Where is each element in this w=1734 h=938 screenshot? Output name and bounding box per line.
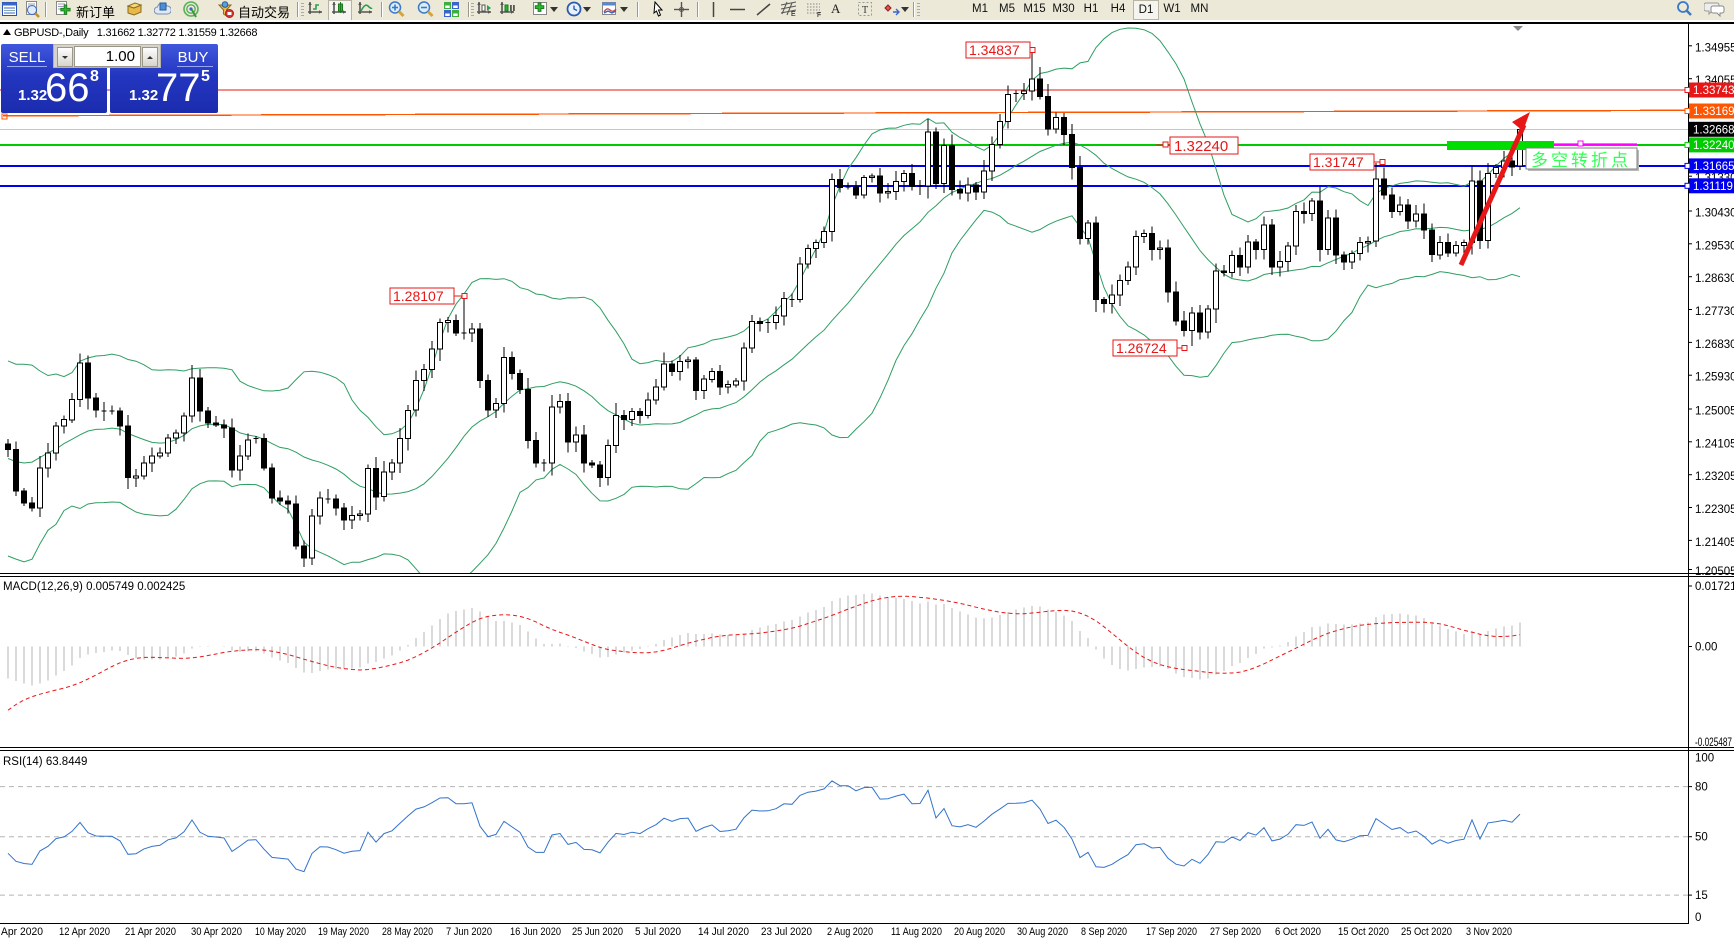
svg-text:19 May 2020: 19 May 2020 (318, 926, 369, 938)
svg-text:1.29530: 1.29530 (1695, 240, 1734, 252)
svg-text:25 Oct 2020: 25 Oct 2020 (1401, 926, 1452, 938)
svg-text:1.34837: 1.34837 (969, 42, 1020, 58)
svg-text:21 Apr 2020: 21 Apr 2020 (125, 926, 176, 938)
svg-text:1.32668: 1.32668 (1693, 124, 1734, 136)
svg-text:50: 50 (1695, 832, 1708, 844)
svg-text:1.28107: 1.28107 (393, 288, 444, 304)
svg-text:20 Aug 2020: 20 Aug 2020 (954, 926, 1005, 938)
svg-text:1.23205: 1.23205 (1695, 471, 1734, 483)
svg-text:10 May 2020: 10 May 2020 (255, 926, 306, 938)
svg-text:6 Oct 2020: 6 Oct 2020 (1275, 926, 1321, 938)
svg-text:1.33169: 1.33169 (1693, 106, 1734, 118)
svg-text:30 Apr 2020: 30 Apr 2020 (191, 926, 242, 938)
svg-text:F: F (817, 12, 821, 18)
svg-text:E: E (791, 11, 796, 18)
svg-text:27 Sep 2020: 27 Sep 2020 (1210, 926, 1261, 938)
svg-text:1.33743: 1.33743 (1693, 85, 1734, 97)
svg-text:1.27730: 1.27730 (1695, 306, 1734, 318)
svg-text:15 Oct 2020: 15 Oct 2020 (1338, 926, 1389, 938)
svg-text:1.25005: 1.25005 (1695, 406, 1734, 418)
svg-text:100: 100 (1695, 753, 1714, 765)
svg-text:8 Sep 2020: 8 Sep 2020 (1081, 926, 1127, 938)
svg-text:0.01721: 0.01721 (1695, 581, 1734, 593)
svg-text:0.00: 0.00 (1695, 642, 1717, 654)
svg-text:23 Jul 2020: 23 Jul 2020 (761, 926, 812, 938)
svg-text:多空转折点: 多空转折点 (1531, 151, 1631, 170)
svg-text:1.28630: 1.28630 (1695, 273, 1734, 285)
svg-text:MACD(12,26,9) 0.005749 0.00242: MACD(12,26,9) 0.005749 0.002425 (3, 581, 185, 593)
svg-text:3 Nov 2020: 3 Nov 2020 (1466, 926, 1512, 938)
svg-text:1.20505: 1.20505 (1695, 566, 1734, 578)
svg-text:1.31747: 1.31747 (1313, 154, 1364, 170)
svg-text:1.22305: 1.22305 (1695, 504, 1734, 516)
svg-text:1.32240: 1.32240 (1693, 140, 1734, 152)
svg-text:5 Jul 2020: 5 Jul 2020 (635, 926, 681, 938)
svg-text:-0.025487: -0.025487 (1695, 737, 1732, 749)
svg-text:T: T (862, 5, 868, 16)
svg-text:1.21405: 1.21405 (1695, 537, 1734, 549)
svg-text:7 Jun 2020: 7 Jun 2020 (446, 926, 492, 938)
svg-text:80: 80 (1695, 782, 1708, 794)
svg-text:16 Jun 2020: 16 Jun 2020 (510, 926, 561, 938)
svg-text:1.24105: 1.24105 (1695, 438, 1734, 450)
svg-text:1.26724: 1.26724 (1116, 340, 1167, 356)
svg-text:1.34955: 1.34955 (1695, 42, 1734, 54)
svg-text:1.31665: 1.31665 (1693, 161, 1734, 173)
svg-text:RSI(14) 63.8449: RSI(14) 63.8449 (3, 756, 87, 768)
svg-text:0: 0 (1695, 912, 1701, 924)
svg-text:1.25930: 1.25930 (1695, 372, 1734, 384)
svg-text:1.30430: 1.30430 (1695, 208, 1734, 220)
svg-text:11 Aug 2020: 11 Aug 2020 (891, 926, 942, 938)
svg-text:2 Aug 2020: 2 Aug 2020 (827, 926, 873, 938)
svg-text:1.31119: 1.31119 (1693, 181, 1733, 193)
svg-text:17 Sep 2020: 17 Sep 2020 (1146, 926, 1197, 938)
svg-text:12 Apr 2020: 12 Apr 2020 (59, 926, 110, 938)
svg-text:28 May 2020: 28 May 2020 (382, 926, 433, 938)
svg-text:14 Jul 2020: 14 Jul 2020 (698, 926, 749, 938)
svg-text:15: 15 (1695, 890, 1708, 902)
svg-text:1.26830: 1.26830 (1695, 339, 1734, 351)
svg-text:1.32240: 1.32240 (1174, 138, 1228, 155)
svg-text:30 Aug 2020: 30 Aug 2020 (1017, 926, 1068, 938)
svg-text:25 Jun 2020: 25 Jun 2020 (572, 926, 623, 938)
svg-text:Apr 2020: Apr 2020 (1, 926, 43, 938)
